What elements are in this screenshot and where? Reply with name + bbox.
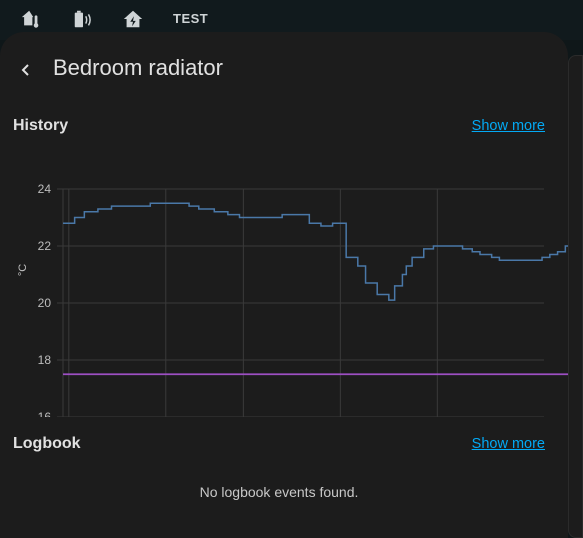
- y-tick-label: 18: [38, 353, 52, 367]
- logbook-show-more-link[interactable]: Show more: [471, 436, 545, 452]
- y-tick-label: 20: [38, 296, 52, 310]
- home-thermometer-icon[interactable]: [20, 8, 42, 30]
- y-axis-ticks: 24 22 20 18 16: [38, 182, 52, 417]
- logbook-heading: Logbook: [13, 435, 81, 452]
- logbook-empty-message: No logbook events found.: [199, 484, 359, 500]
- back-arrow-icon[interactable]: [14, 58, 38, 82]
- chart-grid: [57, 188, 544, 417]
- background-card: [568, 55, 583, 538]
- y-axis-label: °C: [17, 264, 29, 276]
- history-show-more-link[interactable]: Show more: [471, 118, 545, 134]
- more-info-dialog: Bedroom radiator History Show more 24 22 2…: [0, 32, 568, 538]
- y-tick-label: 22: [38, 239, 52, 253]
- history-heading: History: [13, 117, 69, 134]
- current-temperature-line: [63, 202, 568, 301]
- dialog-title: Bedroom radiator: [53, 55, 223, 80]
- toolbar-label[interactable]: TEST: [173, 11, 209, 26]
- battery-signal-icon[interactable]: [72, 8, 94, 30]
- y-tick-label: 16: [38, 410, 52, 417]
- y-tick-label: 24: [38, 182, 52, 196]
- home-lightning-icon[interactable]: [122, 8, 144, 30]
